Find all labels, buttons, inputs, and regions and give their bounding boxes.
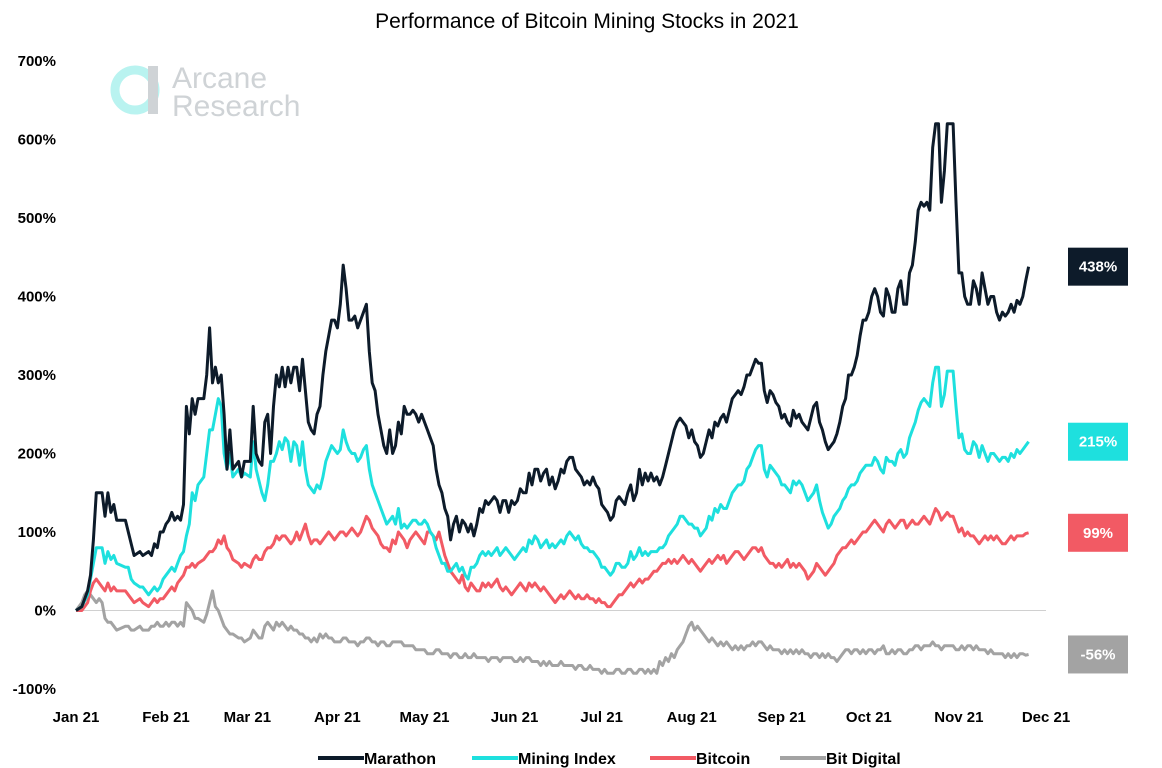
y-tick-label: 400% (18, 289, 56, 306)
x-tick-label: Jan 21 (53, 709, 100, 726)
x-tick-label: Oct 21 (846, 709, 892, 726)
y-tick-label: -100% (13, 681, 56, 698)
end-label-box-mining-index (1068, 422, 1128, 461)
legend-label-marathon: Marathon (364, 751, 436, 768)
x-tick-label: Jun 21 (491, 709, 539, 726)
x-axis: Jan 21 Feb 21 Mar 21 Apr 21 May 21 Jun 21 Jul … (53, 709, 1071, 726)
x-tick-label: Nov 21 (934, 709, 983, 726)
watermark-logo: Arcane Research (110, 62, 300, 123)
end-label-mining-index: 215% (1079, 434, 1117, 451)
x-tick-label: Sep 21 (758, 709, 806, 726)
series-line-bit-digital (74, 589, 1029, 675)
watermark-text-line2: Research (172, 90, 300, 123)
end-label-box-marathon (1068, 247, 1128, 286)
series-line-marathon (75, 122, 1031, 612)
x-tick-label: Dec 21 (1022, 709, 1070, 726)
y-tick-label: 100% (18, 524, 56, 541)
x-tick-label: Apr 21 (314, 709, 361, 726)
series-line-mining-index (75, 365, 1030, 612)
y-tick-label: 500% (18, 210, 56, 227)
x-tick-label: Feb 21 (142, 709, 190, 726)
y-axis: -100% 0% 100% 200% 300% 400% 500% 600% 700% (13, 53, 56, 698)
x-tick-label: May 21 (399, 709, 449, 726)
end-label-box-bitcoin (1068, 513, 1128, 552)
y-tick-label: 300% (18, 367, 56, 384)
legend-label-mining-index: Mining Index (518, 751, 616, 768)
end-labels: 438% 215% 99% -56% (1068, 247, 1128, 674)
legend-label-bitcoin: Bitcoin (696, 751, 750, 768)
end-label-bitcoin: 99% (1083, 525, 1113, 542)
end-label-bit-digital: -56% (1080, 646, 1115, 663)
y-tick-label: 700% (18, 53, 56, 70)
end-label-marathon: 438% (1079, 259, 1117, 276)
series-line-bitcoin (76, 507, 1029, 612)
legend-label-bit-digital: Bit Digital (826, 751, 901, 768)
x-tick-label: Jul 21 (580, 709, 623, 726)
chart-title: Performance of Bitcoin Mining Stocks in … (375, 10, 799, 33)
end-label-box-bit-digital (1068, 635, 1128, 674)
series-lines (74, 122, 1031, 675)
legend: Marathon Mining Index Bitcoin Bit Digital (318, 751, 901, 768)
y-tick-label: 600% (18, 132, 56, 149)
y-tick-label: 200% (18, 446, 56, 463)
watermark-bar-icon (148, 66, 158, 114)
x-tick-label: Mar 21 (224, 709, 272, 726)
watermark-text-line1: Arcane (172, 62, 267, 95)
x-tick-label: Aug 21 (667, 709, 717, 726)
y-tick-label: 0% (34, 603, 56, 620)
